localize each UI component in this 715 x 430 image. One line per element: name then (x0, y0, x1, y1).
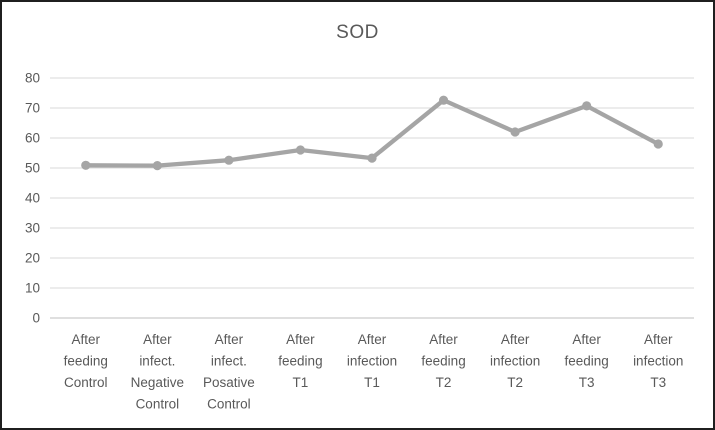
data-point-marker (224, 155, 234, 165)
x-axis-category-label: After feeding T3 (565, 332, 609, 390)
data-point-marker (81, 160, 91, 170)
y-axis-tick-label: 50 (25, 161, 40, 176)
data-point-marker (367, 153, 377, 163)
data-point-marker (510, 127, 520, 137)
y-axis-tick-label: 40 (25, 191, 40, 206)
x-axis-category-label: After feeding T1 (278, 332, 322, 390)
data-point-marker (152, 161, 162, 171)
y-axis-tick-label: 80 (25, 71, 40, 86)
y-axis-tick-label: 10 (25, 281, 40, 296)
y-axis-tick-label: 0 (32, 311, 40, 326)
data-point-marker (653, 139, 663, 149)
x-axis-category-label: After infect. Negative Control (131, 332, 184, 412)
y-axis-tick-label: 60 (25, 131, 40, 146)
x-axis-category-label: After infection T2 (490, 332, 540, 390)
x-axis-category-label: After feeding T2 (421, 332, 465, 390)
x-axis-category-label: After infection T3 (633, 332, 683, 390)
data-point-marker (438, 95, 449, 105)
x-axis-category-label: After infection T1 (347, 332, 397, 390)
y-axis-tick-label: 70 (25, 101, 40, 116)
data-point-marker (582, 101, 592, 111)
y-axis-tick-label: 30 (25, 221, 40, 236)
data-point-marker (295, 145, 306, 155)
y-axis-tick-label: 20 (25, 251, 40, 266)
x-axis-category-label: After infect. Posative Control (203, 332, 255, 412)
x-axis-category-label: After feeding Control (64, 332, 108, 390)
